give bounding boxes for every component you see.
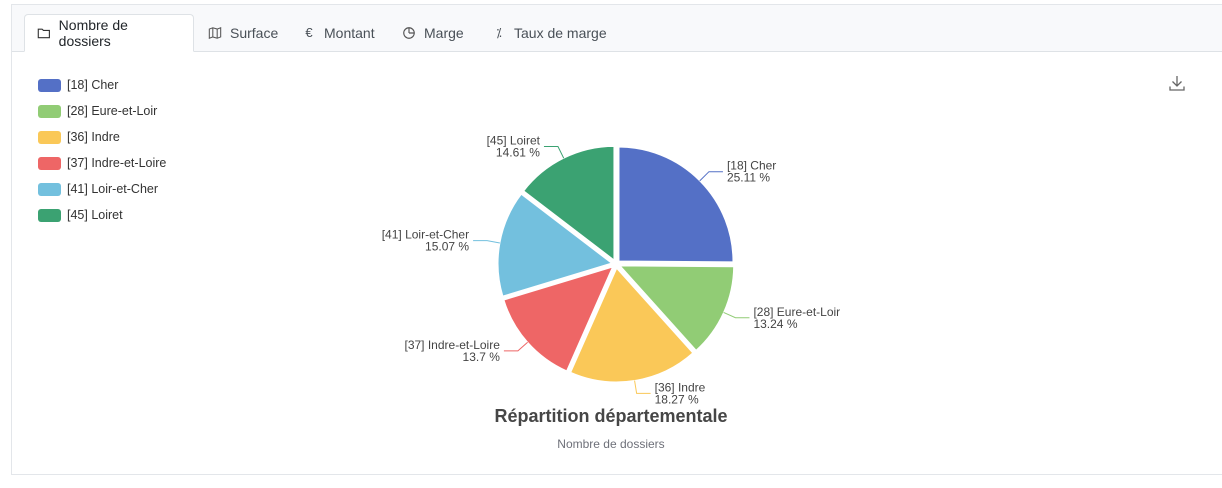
slice-name-label: [28] Eure-et-Loir xyxy=(753,305,840,319)
legend-item[interactable]: [36] Indre xyxy=(38,124,166,150)
tab-taux-de-marge[interactable]: ⁒ Taux de marge xyxy=(480,14,619,52)
legend-swatch xyxy=(38,156,61,170)
legend-swatch xyxy=(38,182,61,196)
legend-swatch xyxy=(38,78,61,92)
tab-marge[interactable]: Marge xyxy=(390,14,476,52)
legend-label: [45] Loiret xyxy=(67,208,123,222)
pie-chart-icon xyxy=(403,27,415,39)
legend-label: [37] Indre-et-Loire xyxy=(67,156,167,170)
legend-swatch xyxy=(38,130,61,144)
tab-montant[interactable]: € Montant xyxy=(290,14,387,52)
legend-label: [28] Eure-et-Loir xyxy=(67,104,158,118)
legend-item[interactable]: [45] Loiret xyxy=(38,202,166,228)
label-leader-line xyxy=(543,146,565,159)
legend-label: [36] Indre xyxy=(67,130,120,144)
percent-icon: ⁒ xyxy=(496,26,502,40)
label-leader-line xyxy=(723,311,750,319)
label-leader-line xyxy=(634,380,651,394)
chart-legend: [18] Cher [28] Eure-et-Loir [36] Indre [37]… xyxy=(38,72,166,228)
legend-swatch xyxy=(38,104,61,118)
tab-label: Taux de marge xyxy=(514,25,607,41)
tab-bar: Nombre de dossiers Surface € Montant Mar… xyxy=(12,5,1222,52)
slice-value-label: 15.07 % xyxy=(425,240,469,254)
tab-label: Marge xyxy=(424,25,464,41)
tab-label: Nombre de dossiers xyxy=(58,17,128,49)
legend-swatch xyxy=(38,208,61,222)
tab-surface[interactable]: Surface xyxy=(196,14,290,52)
legend-item[interactable]: [41] Loir-et-Cher xyxy=(38,176,166,202)
slice-name-label: [36] Indre xyxy=(655,380,706,394)
tab-label: Surface xyxy=(230,25,279,41)
label-leader-line xyxy=(699,171,723,182)
slice-value-label: 25.11 % xyxy=(727,171,770,185)
tab-nombre-de-dossiers[interactable]: Nombre de dossiers xyxy=(24,14,194,52)
slice-value-label: 13.7 % xyxy=(463,350,501,364)
legend-item[interactable]: [37] Indre-et-Loire xyxy=(38,150,166,176)
chart-subtitle: Nombre de dossiers xyxy=(557,437,665,451)
chart-title: Répartition départementale xyxy=(494,406,728,426)
slice-value-label: 13.24 % xyxy=(753,317,797,331)
legend-label: [41] Loir-et-Cher xyxy=(67,182,159,196)
slice-name-label: [45] Loiret xyxy=(487,134,541,148)
tab-label: Montant xyxy=(324,25,375,41)
euro-icon: € xyxy=(305,25,313,40)
folder-icon xyxy=(37,28,50,39)
label-leader-line xyxy=(473,240,500,244)
slice-value-label: 18.27 % xyxy=(655,392,699,406)
legend-label: [18] Cher xyxy=(67,78,119,92)
download-icon[interactable] xyxy=(1167,73,1187,93)
chart-card: Nombre de dossiers Surface € Montant Mar… xyxy=(11,4,1222,475)
slice-name-label: [41] Loir-et-Cher xyxy=(382,228,469,242)
slice-name-label: [37] Indre-et-Loire xyxy=(405,338,501,352)
slice-name-label: [18] Cher xyxy=(727,159,776,173)
pie-slice[interactable] xyxy=(617,145,735,264)
map-icon xyxy=(208,26,222,40)
legend-item[interactable]: [18] Cher xyxy=(38,72,166,98)
slice-value-label: 14.61 % xyxy=(496,146,540,160)
legend-item[interactable]: [28] Eure-et-Loir xyxy=(38,98,166,124)
label-leader-line xyxy=(503,341,528,352)
